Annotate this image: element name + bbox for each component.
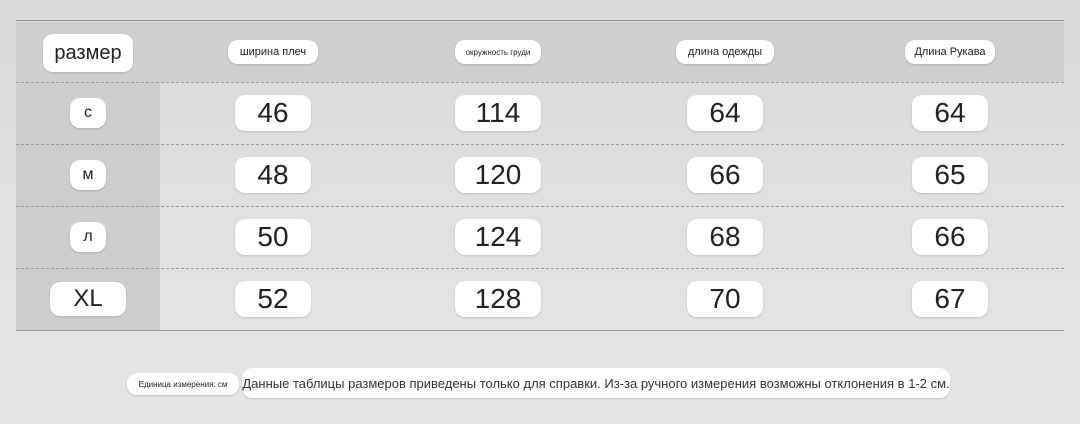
measure-value: 48 bbox=[235, 157, 311, 193]
header-cell: окружность груди bbox=[455, 40, 541, 64]
measure-value: 68 bbox=[687, 219, 763, 255]
measure-value: 120 bbox=[455, 157, 541, 193]
row-separator bbox=[16, 144, 1064, 145]
row-separator bbox=[16, 268, 1064, 269]
measure-value: 65 bbox=[912, 157, 988, 193]
measure-value: 128 bbox=[455, 281, 541, 317]
header-cell: ширина плеч bbox=[228, 40, 318, 64]
measure-value: 50 bbox=[235, 219, 311, 255]
measure-value: 66 bbox=[912, 219, 988, 255]
size-label: с bbox=[70, 98, 106, 128]
size-label: м bbox=[70, 160, 106, 190]
size-label: л bbox=[70, 222, 106, 252]
table-top-line bbox=[16, 20, 1064, 21]
row-separator bbox=[16, 82, 1064, 83]
header-size: размер bbox=[43, 34, 133, 72]
measure-value: 67 bbox=[912, 281, 988, 317]
measure-value: 46 bbox=[235, 95, 311, 131]
size-label: XL bbox=[50, 282, 126, 316]
table-bottom-line bbox=[16, 330, 1064, 331]
unit-note: Единица измерения: см bbox=[127, 373, 239, 395]
measure-value: 64 bbox=[912, 95, 988, 131]
header-cell: длина одежды bbox=[676, 40, 774, 64]
measure-value: 70 bbox=[687, 281, 763, 317]
disclaimer: Данные таблицы размеров приведены только… bbox=[242, 368, 950, 398]
measure-value: 66 bbox=[687, 157, 763, 193]
measure-value: 124 bbox=[455, 219, 541, 255]
measure-value: 114 bbox=[455, 95, 541, 131]
measure-value: 52 bbox=[235, 281, 311, 317]
row-separator bbox=[16, 206, 1064, 207]
measure-value: 64 bbox=[687, 95, 763, 131]
header-cell: Длина Рукава bbox=[905, 40, 995, 64]
